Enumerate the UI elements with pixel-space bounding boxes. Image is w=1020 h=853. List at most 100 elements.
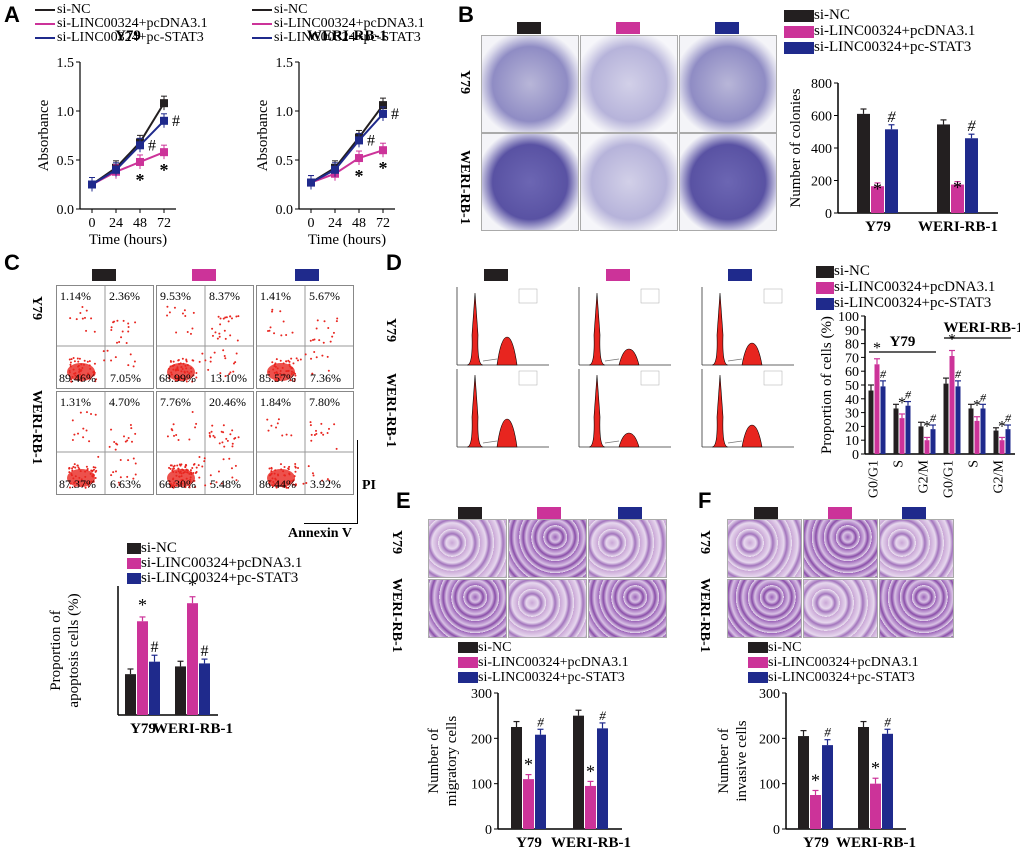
x-tick-label: G0/G1 <box>867 460 882 498</box>
swatch-d-stat3 <box>728 269 752 281</box>
cell-cluster <box>167 469 195 487</box>
cell-dot <box>219 323 222 326</box>
flow-cytometry-plot: 7.76% 20.46% 66.30% 5.48% <box>156 391 254 495</box>
row-label-c-y79: Y79 <box>29 296 44 321</box>
row-label-f-y79: Y79 <box>697 530 712 555</box>
cell-dot <box>203 457 206 460</box>
cell-dot <box>275 486 278 489</box>
cell-dot <box>79 311 82 314</box>
cell-dot <box>224 375 227 378</box>
quadrant-percentage: 86.44% <box>259 477 296 491</box>
cell-dot <box>120 336 123 339</box>
cell-dot <box>329 340 332 343</box>
cell-dot <box>70 358 73 361</box>
cell-dot <box>124 440 127 443</box>
cell-dot <box>285 360 288 363</box>
flow-cytometry-plot: 1.31% 4.70% 87.37% 6.63% <box>56 391 154 495</box>
legend-marker <box>784 41 814 54</box>
data-point <box>307 178 315 187</box>
cell-dot <box>170 464 173 467</box>
x-tick-label: G2/M <box>992 459 1007 493</box>
legend-entry: si-LINC00324+pcDNA3.1 <box>458 655 629 670</box>
cell-dot <box>271 310 274 313</box>
cell-dot <box>310 357 313 360</box>
y-tick-label: 0.5 <box>57 154 75 169</box>
data-point <box>379 101 387 110</box>
cell-dot <box>294 374 297 377</box>
cell-dot <box>229 371 232 374</box>
g2-peak <box>496 418 518 448</box>
significance-star: * <box>871 758 880 778</box>
cell-dot <box>76 357 79 360</box>
flow-cytometry-plot: 9.53% 8.37% 68.99% 13.10% <box>156 285 254 389</box>
cell-dot <box>305 481 308 484</box>
cell-dot <box>208 432 211 435</box>
legend-entry: si-NC <box>816 263 870 279</box>
cell-dot <box>191 466 194 469</box>
cell-dot <box>83 316 86 319</box>
transwell-image <box>727 579 802 638</box>
y-tick-label: 90 <box>845 324 859 339</box>
cell-dot <box>232 370 235 373</box>
cell-dot <box>87 485 90 488</box>
bar <box>585 785 596 829</box>
legend-entry: si-NC <box>784 7 850 23</box>
significance-hash: # <box>880 367 887 381</box>
cell-dot <box>185 358 188 361</box>
cell-dot <box>209 482 212 485</box>
bar <box>1005 429 1011 454</box>
y-tick-label: 100 <box>759 778 780 793</box>
y-tick-label: 300 <box>471 687 492 702</box>
cell-dot <box>198 360 201 363</box>
x-tick-label: 0 <box>89 216 96 231</box>
cell-dot <box>294 466 297 469</box>
bar <box>965 138 978 213</box>
bar <box>924 440 930 454</box>
legend-marker <box>816 297 834 310</box>
legend-label: si-LINC00324+pc-STAT3 <box>768 670 915 685</box>
cell-dot <box>211 327 214 330</box>
x-tick-label: S <box>892 460 907 468</box>
quadrant-percentage: 4.70% <box>109 395 140 409</box>
legend-label: si-LINC00324+pc-STAT3 <box>141 570 299 586</box>
cell-cluster <box>67 469 95 487</box>
legend-entry: si-LINC00324+pc-STAT3 <box>252 31 421 45</box>
cell-dot <box>309 424 312 427</box>
cell-dot <box>318 339 321 342</box>
cell-dot <box>132 457 135 460</box>
cell-dot <box>332 331 335 334</box>
legend-label: si-NC <box>57 2 91 17</box>
x-tick-label: G2/M <box>917 459 932 493</box>
cell-dot <box>213 436 216 439</box>
panel-label-d: D <box>386 250 402 275</box>
chart-e-migration: 0 100 200 300 * # Y79 * # WERI-RB-1 Number of migra… <box>426 687 631 851</box>
bar <box>955 386 961 454</box>
cell-dot <box>225 316 228 319</box>
data-point <box>88 180 96 189</box>
x-tick-label: 0 <box>308 216 315 231</box>
colony-image <box>481 133 579 231</box>
y-tick-label: 0.0 <box>276 203 294 218</box>
data-point <box>136 141 144 150</box>
data-point <box>160 148 168 157</box>
cell-dot <box>122 435 125 438</box>
bar <box>597 728 608 829</box>
group-label: Y79 <box>890 334 916 350</box>
cell-dot <box>95 378 98 381</box>
cell-dot <box>188 438 191 441</box>
quadrant-percentage: 8.37% <box>209 289 240 303</box>
cell-dot <box>134 321 137 324</box>
cell-dot <box>114 470 117 473</box>
legend-entry: si-NC <box>35 3 90 17</box>
cell-dot <box>197 464 200 467</box>
s-phase <box>482 358 498 362</box>
cell-dot <box>214 331 217 334</box>
cell-dot <box>166 435 169 438</box>
cell-dot <box>171 429 174 432</box>
cell-dot <box>106 349 109 352</box>
cell-dot <box>110 328 113 331</box>
bar <box>125 674 136 715</box>
row-label-b-weri: WERI-RB-1 <box>457 150 472 225</box>
significance-star: * <box>138 595 147 615</box>
